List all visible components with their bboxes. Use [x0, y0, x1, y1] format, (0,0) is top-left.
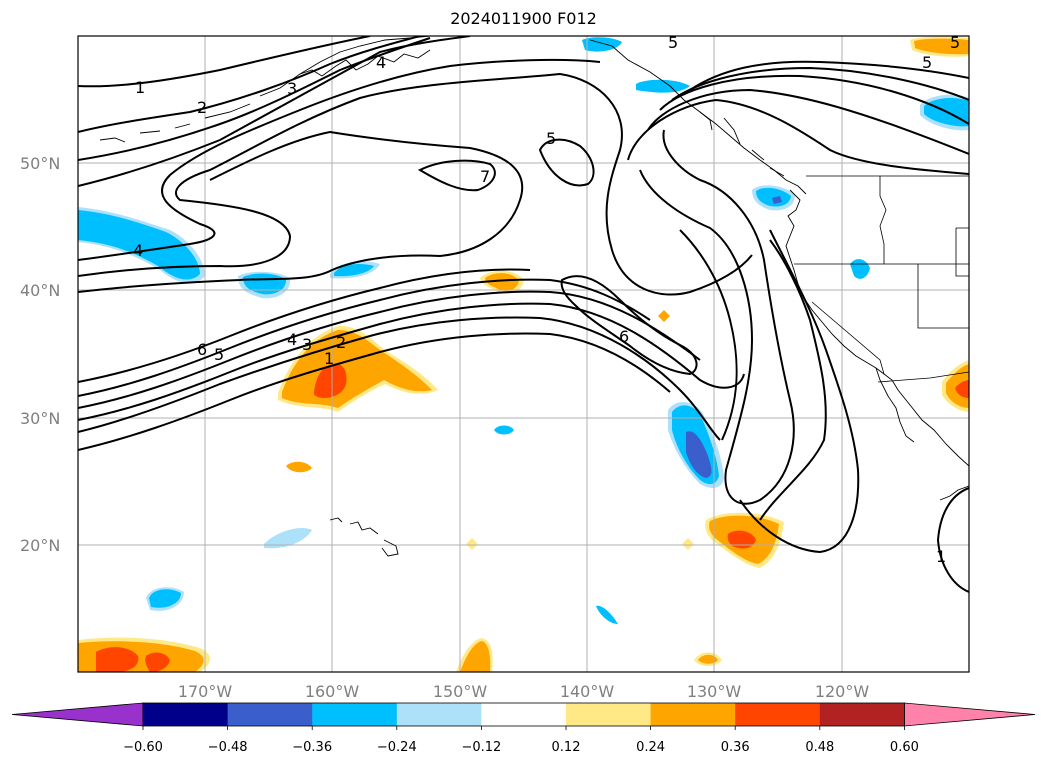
colorbar-tick-label: 0.24 — [636, 740, 665, 755]
lon-label: 140°W — [560, 682, 615, 701]
contour-label: 1 — [324, 349, 334, 368]
colorbar-tick-label: −0.24 — [377, 740, 417, 755]
colorbar-frame — [142, 702, 905, 727]
lat-label: 30°N — [20, 409, 60, 428]
colorbar-over-extension — [904, 702, 1036, 727]
contour-label: 4 — [133, 241, 143, 260]
colorbar-tick-label: 0.36 — [721, 740, 750, 755]
colorbar-tick-label: −0.36 — [292, 740, 332, 755]
map-title: 2024011900 F012 — [450, 9, 597, 28]
contour-label: 7 — [480, 167, 490, 186]
contour-label: 1 — [135, 78, 145, 97]
colorbar-bin — [312, 703, 398, 726]
colorbar-bin — [566, 703, 652, 726]
lon-label: 130°W — [687, 682, 742, 701]
lon-label: 170°W — [178, 682, 233, 701]
colorbar-tick-label: −0.12 — [461, 740, 501, 755]
colorbar-tick-label: 0.60 — [890, 740, 919, 755]
contour-label: 5 — [922, 53, 932, 72]
colorbar-bin — [735, 703, 821, 726]
contour-label: 2 — [336, 333, 346, 352]
contour-label: 5 — [214, 345, 224, 364]
contour-label: 1 — [936, 547, 946, 566]
contour-label: 5 — [950, 33, 960, 52]
colorbar-tick-label: −0.48 — [208, 740, 248, 755]
lon-label: 120°W — [815, 682, 870, 701]
colorbar-bin — [819, 703, 905, 726]
colorbar-tick-label: 0.12 — [552, 740, 581, 755]
lon-label: 150°W — [433, 682, 488, 701]
colorbar-under-extension — [11, 702, 144, 727]
colorbar-bin — [481, 703, 567, 726]
state-borders — [794, 175, 969, 383]
contour-label: 3 — [287, 79, 297, 98]
lon-label: 160°W — [305, 682, 360, 701]
colorbar-bin — [227, 703, 313, 726]
coastlines — [99, 36, 969, 557]
contour-labels: 1 2 3 4 5 5 5 5 7 4 6 5 4 3 2 1 6 1 — [133, 33, 960, 566]
contour-label: 4 — [376, 53, 386, 72]
map-area — [78, 36, 969, 672]
longitude-labels: 170°W 160°W 150°W 140°W 130°W 120°W — [178, 682, 870, 701]
gridlines — [78, 36, 969, 672]
latitude-labels: 50°N 40°N 30°N 20°N — [20, 154, 60, 555]
contour-label: 4 — [287, 330, 297, 349]
contour-label: 5 — [668, 33, 678, 52]
lat-label: 50°N — [20, 154, 60, 173]
contour-label: 6 — [619, 327, 629, 346]
colorbar-tick-label: 0.48 — [805, 740, 834, 755]
colorbar-bin — [650, 703, 736, 726]
map-frame — [77, 35, 970, 673]
lat-label: 20°N — [20, 536, 60, 555]
contour-label: 3 — [302, 335, 312, 354]
contour-label: 5 — [546, 129, 556, 148]
contour-label: 2 — [197, 98, 207, 117]
colorbar-tick-label: −0.60 — [123, 740, 163, 755]
lat-label: 40°N — [20, 281, 60, 300]
contour-label: 6 — [197, 340, 207, 359]
contour-lines — [78, 36, 969, 593]
colorbar: −0.60 −0.48 −0.36 −0.24 −0.12 0.12 0.24 0.36 0.4… — [11, 702, 1036, 755]
colorbar-bin — [143, 703, 229, 726]
colorbar-bin — [396, 703, 482, 726]
